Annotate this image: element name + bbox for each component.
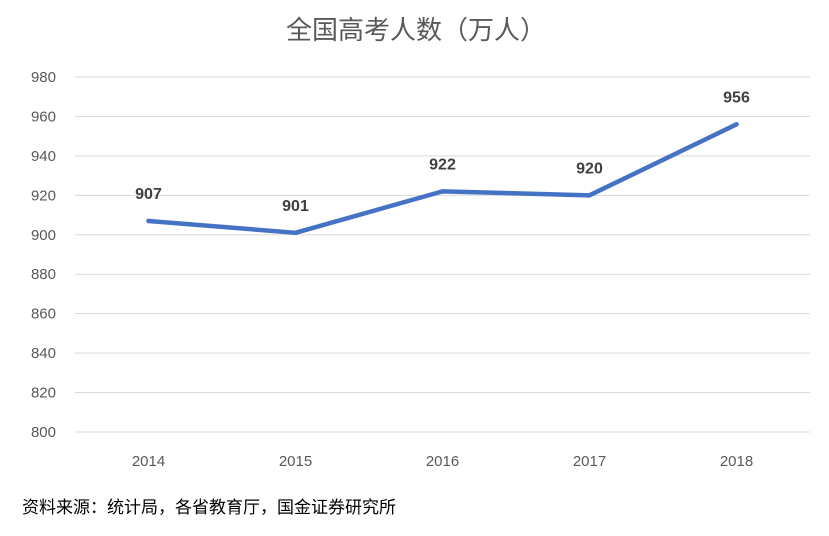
data-label: 901 [282,198,309,215]
y-tick-label: 880 [31,266,56,283]
source-note: 资料来源：统计局，各省教育厅，国金证券研究所 [22,498,396,518]
y-axis-ticks: 800 820 840 860 880 900 920 940 960 980 [31,69,56,441]
y-tick-label: 940 [31,148,56,165]
data-label: 956 [723,89,750,106]
data-label: 922 [429,156,456,173]
data-point [440,189,445,194]
y-tick-label: 860 [31,306,56,323]
y-tick-label: 840 [31,345,56,362]
chart-title: 全国高考人数（万人） [286,16,546,46]
y-tick-label: 980 [31,69,56,86]
x-tick-label: 2017 [573,453,606,470]
data-point [734,122,739,127]
y-tick-label: 820 [31,385,56,402]
series [146,122,739,236]
y-tick-label: 960 [31,108,56,125]
data-labels: 907 901 922 920 956 [135,89,750,214]
x-tick-label: 2014 [132,453,165,470]
y-tick-label: 900 [31,227,56,244]
data-point [146,218,151,224]
y-tick-label: 920 [31,187,56,204]
data-label: 920 [576,160,603,177]
x-tick-label: 2018 [720,453,753,470]
x-axis-ticks: 2014 2015 2016 2017 2018 [132,453,753,470]
x-tick-label: 2015 [279,453,312,470]
data-label: 907 [135,186,162,203]
data-point [293,230,298,236]
data-point [587,193,592,198]
x-tick-label: 2016 [426,453,459,470]
series-line [146,122,739,236]
gridlines [75,76,810,433]
y-tick-label: 800 [31,424,56,441]
